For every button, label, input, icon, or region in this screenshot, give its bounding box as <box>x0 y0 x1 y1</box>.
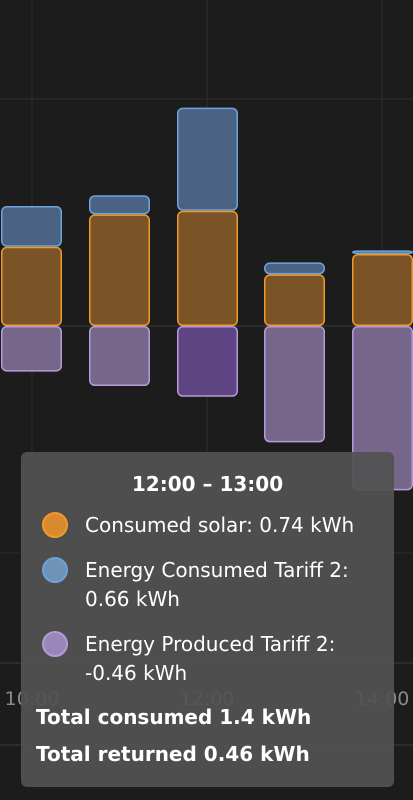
bar-energy-produced-tariff-2 <box>177 326 238 397</box>
bar-energy-consumed-tariff-2 <box>177 107 238 211</box>
energy-consumed-tariff-2-swatch-icon <box>42 557 68 583</box>
bar-consumed-solar <box>177 210 238 326</box>
tooltip-entry-energy-consumed-tariff-2: Energy Consumed Tariff 2: 0.66 kWh <box>42 556 378 614</box>
bar-energy-consumed-tariff-2 <box>352 250 413 254</box>
bar-consumed-solar <box>264 274 325 326</box>
bar-energy-produced-tariff-2 <box>89 326 150 386</box>
bar-consumed-solar <box>352 254 413 326</box>
bar-energy-produced-tariff-2 <box>1 326 62 372</box>
bar-energy-produced-tariff-2 <box>264 326 325 443</box>
consumed-solar-swatch-icon <box>42 512 68 538</box>
tooltip-title: 12:00 – 13:00 <box>131 472 284 496</box>
bar-energy-consumed-tariff-2 <box>89 195 150 215</box>
tooltip-total-consumed: Total consumed 1.4 kWh <box>36 705 312 729</box>
tooltip-entry-consumed-solar: Consumed solar: 0.74 kWh <box>42 511 378 540</box>
bar-energy-consumed-tariff-2 <box>1 206 62 247</box>
energy-produced-tariff-2-swatch-icon <box>42 631 68 657</box>
chart-tooltip: 12:00 – 13:00 Consumed solar: 0.74 kWh E… <box>21 452 394 787</box>
tooltip-entry-label: Energy Consumed Tariff 2: 0.66 kWh <box>85 558 349 611</box>
tooltip-entry-label: Consumed solar: 0.74 kWh <box>85 513 355 537</box>
tooltip-total-returned: Total returned 0.46 kWh <box>36 742 310 766</box>
chart-bars <box>1 107 413 491</box>
bar-consumed-solar <box>89 214 150 326</box>
bar-energy-consumed-tariff-2 <box>264 262 325 275</box>
tooltip-entry-label: Energy Produced Tariff 2: -0.46 kWh <box>85 632 336 685</box>
bar-consumed-solar <box>1 246 62 326</box>
tooltip-entry-energy-produced-tariff-2: Energy Produced Tariff 2: -0.46 kWh <box>42 630 378 688</box>
